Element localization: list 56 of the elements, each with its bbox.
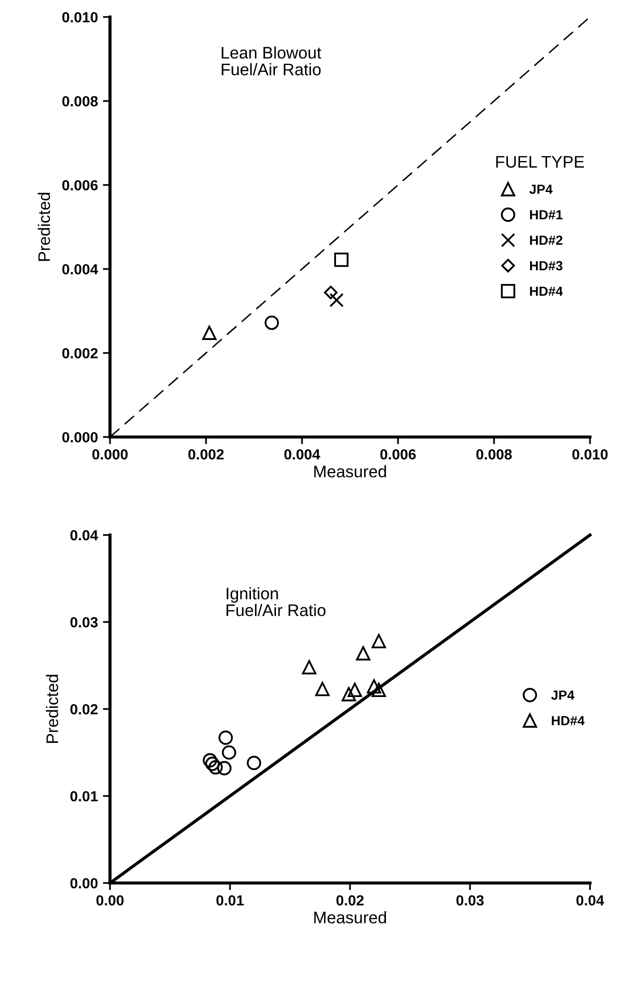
y-tick-label: 0.000 bbox=[62, 432, 98, 442]
y-tick-label: 0.02 bbox=[70, 704, 98, 714]
legend-title: FUEL TYPE bbox=[496, 156, 584, 168]
point bbox=[334, 252, 349, 267]
x-tick-label: 0.006 bbox=[380, 449, 416, 460]
y-tick-label: 0.010 bbox=[62, 12, 98, 22]
x-axis-title: Measured bbox=[314, 911, 386, 924]
y-tick-label: 0.01 bbox=[70, 791, 98, 802]
point bbox=[372, 634, 386, 648]
x-axis-title: Measured bbox=[314, 465, 386, 478]
y-axis-title: Predicted bbox=[38, 192, 50, 261]
y-tick-label: 0.008 bbox=[62, 96, 98, 106]
point bbox=[202, 326, 217, 340]
x-tick-label: 0.004 bbox=[284, 449, 320, 460]
point bbox=[324, 286, 338, 300]
point bbox=[205, 756, 220, 771]
y-tick-label: 0.004 bbox=[62, 264, 98, 274]
point bbox=[302, 660, 316, 674]
point bbox=[356, 646, 370, 660]
x-tick-label: 0.000 bbox=[92, 449, 128, 460]
point bbox=[329, 292, 344, 308]
point bbox=[202, 753, 218, 768]
y-tick-label: 0.006 bbox=[62, 180, 98, 190]
point bbox=[217, 761, 232, 776]
x-tick-label: 0.04 bbox=[576, 895, 604, 906]
legend-label: HD#4 bbox=[530, 286, 563, 296]
legend-label: HD#3 bbox=[530, 261, 562, 270]
point bbox=[264, 316, 279, 330]
annotation: Lean Blowout Fuel/Air Ratio bbox=[222, 46, 322, 76]
x-tick-label: 0.010 bbox=[572, 449, 608, 460]
point bbox=[208, 760, 223, 774]
point bbox=[372, 682, 386, 698]
x-tick-label: 0.002 bbox=[188, 449, 224, 460]
point bbox=[315, 682, 330, 696]
legend-label: HD#1 bbox=[530, 210, 563, 220]
legend-label: HD#4 bbox=[552, 716, 585, 726]
point bbox=[366, 679, 382, 694]
legend-label: JP4 bbox=[551, 690, 574, 700]
y-tick-label: 0.03 bbox=[70, 617, 98, 628]
point bbox=[222, 745, 236, 760]
y-axis-title: Predicted bbox=[46, 674, 58, 743]
point bbox=[246, 756, 262, 770]
y-tick-label: 0.002 bbox=[62, 348, 98, 358]
x-tick-label: 0.03 bbox=[456, 895, 484, 906]
x-tick-label: 0.008 bbox=[476, 449, 512, 460]
x-tick-label: 0.01 bbox=[216, 895, 244, 906]
legend-label: JP4 bbox=[529, 184, 553, 194]
x-tick-label: 0.02 bbox=[336, 895, 364, 906]
y-tick-label: 0.04 bbox=[70, 530, 98, 540]
point bbox=[348, 682, 362, 698]
point bbox=[342, 687, 356, 702]
point bbox=[218, 730, 233, 745]
legend-label: HD#2 bbox=[530, 236, 562, 245]
x-tick-label: 0.00 bbox=[96, 895, 124, 906]
annotation: Ignition Fuel/Air Ratio bbox=[226, 587, 326, 616]
y-tick-label: 0.00 bbox=[70, 878, 98, 888]
